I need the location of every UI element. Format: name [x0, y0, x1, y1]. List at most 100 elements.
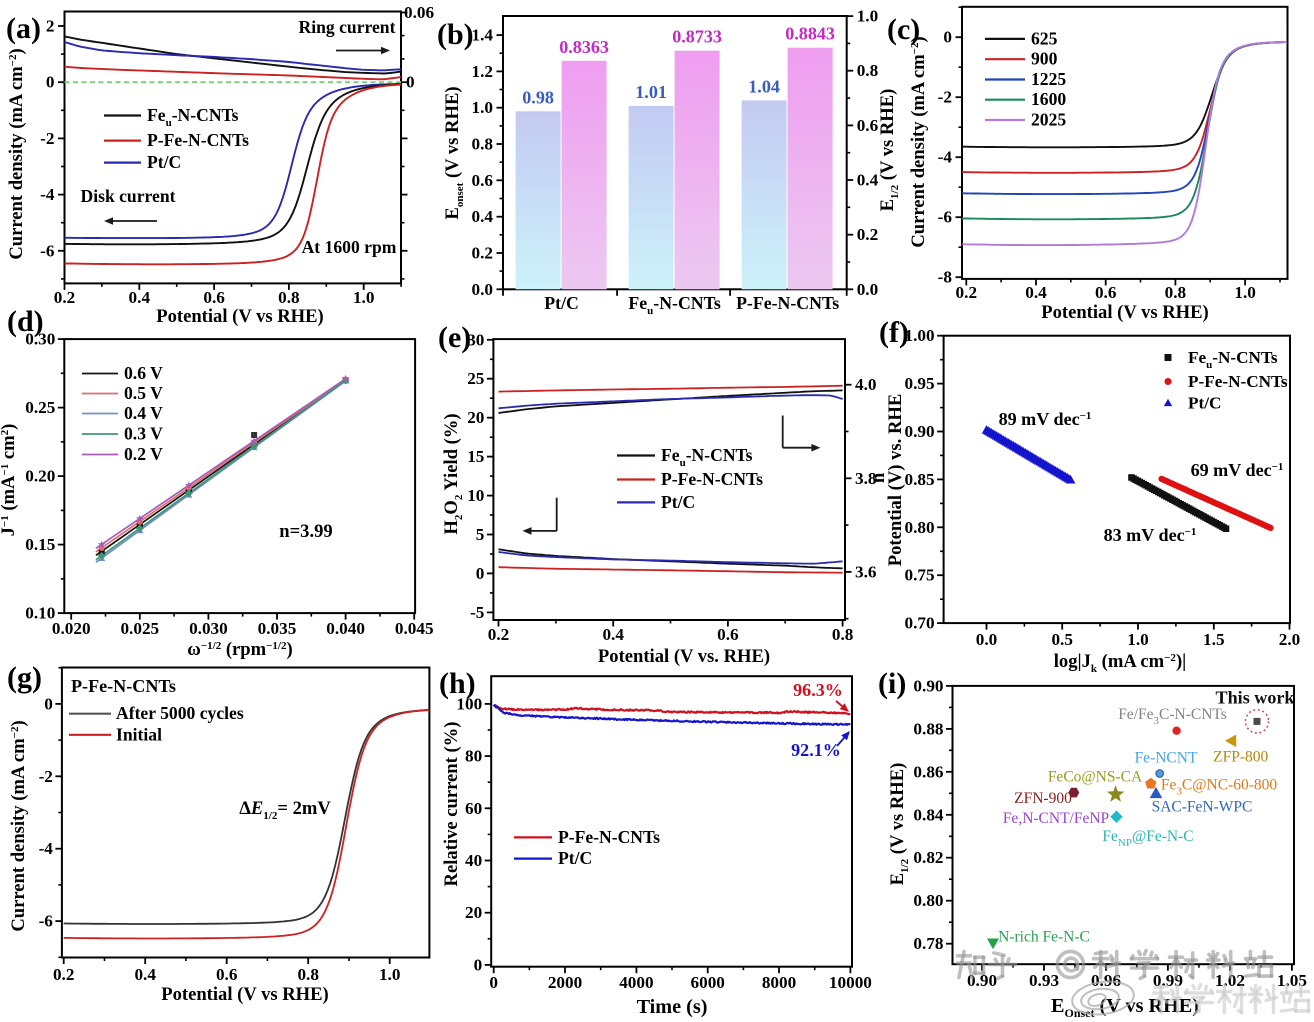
svg-text:-2: -2: [39, 767, 53, 786]
svg-text:-8: -8: [938, 268, 953, 287]
svg-text:Current density (mA cm−2​): Current density (mA cm−2​): [908, 36, 929, 247]
svg-text:10000: 10000: [829, 973, 872, 992]
svg-text:0.4: 0.4: [129, 288, 151, 307]
svg-text:30: 30: [467, 330, 484, 349]
svg-text:0.90: 0.90: [913, 676, 943, 695]
svg-text:1225: 1225: [1031, 69, 1066, 89]
svg-text:n=3.99: n=3.99: [279, 521, 332, 542]
svg-text:-6: -6: [938, 208, 953, 227]
svg-text:0.2: 0.2: [956, 283, 977, 302]
svg-text:log|Jk​ (mA cm−2​)|: log|Jk​ (mA cm−2​)|: [1054, 651, 1186, 675]
svg-text:Disk current: Disk current: [81, 186, 176, 206]
svg-text:10: 10: [467, 486, 484, 505]
svg-text:3.8: 3.8: [855, 469, 877, 488]
svg-text:N-rich Fe-N-C: N-rich Fe-N-C: [998, 929, 1090, 946]
svg-text:0.82: 0.82: [913, 848, 943, 867]
svg-text:92.1%: 92.1%: [791, 740, 841, 760]
svg-text:Initial: Initial: [116, 724, 162, 744]
svg-text:0.8733: 0.8733: [672, 27, 722, 47]
svg-text:-5: -5: [470, 603, 484, 622]
svg-text:89 mV dec−1​: 89 mV dec−1​: [999, 409, 1092, 429]
svg-text:0.75: 0.75: [905, 566, 935, 585]
svg-text:(g): (g): [7, 661, 42, 694]
svg-text:96.3%: 96.3%: [793, 680, 843, 700]
svg-text:Potential (V) vs. RHE: Potential (V) vs. RHE: [885, 394, 906, 567]
svg-text:P-Fe-N-CNTs: P-Fe-N-CNTs: [147, 130, 249, 150]
svg-text:1.4: 1.4: [472, 26, 494, 45]
svg-text:-2: -2: [40, 129, 54, 148]
svg-text:4000: 4000: [619, 973, 653, 992]
svg-text:0.2: 0.2: [53, 965, 74, 984]
svg-text:Fe/Fe3​C-N-CNTs: Fe/Fe3​C-N-CNTs: [1118, 706, 1227, 727]
svg-text:83 mV dec−1​: 83 mV dec−1​: [1104, 525, 1197, 545]
svg-text:This work: This work: [1216, 688, 1296, 708]
svg-text:0.5: 0.5: [1051, 630, 1072, 649]
svg-text:Pt/C: Pt/C: [1188, 394, 1221, 413]
svg-text:40: 40: [465, 851, 482, 870]
svg-text:ZFP-800: ZFP-800: [1213, 749, 1268, 766]
svg-text:8000: 8000: [762, 973, 796, 992]
svg-text:0.78: 0.78: [913, 934, 943, 953]
svg-text:H2​O2​ Yield (%): H2​O2​ Yield (%): [441, 413, 465, 534]
svg-text:0.6: 0.6: [717, 625, 739, 644]
svg-text:0.30: 0.30: [25, 330, 55, 349]
svg-text:0.8363: 0.8363: [559, 37, 609, 57]
svg-text:0.6: 0.6: [472, 171, 494, 190]
svg-text:P-Fe-N-CNTs: P-Fe-N-CNTs: [1188, 372, 1288, 391]
svg-text:0.040: 0.040: [326, 619, 365, 638]
svg-text:P-Fe-N-CNTs: P-Fe-N-CNTs: [736, 293, 839, 313]
svg-text:0.20: 0.20: [25, 467, 55, 486]
svg-text:1.01: 1.01: [635, 82, 667, 102]
svg-text:P-Fe-N-CNTs: P-Fe-N-CNTs: [661, 469, 763, 489]
svg-text:0.8: 0.8: [297, 965, 319, 984]
svg-text:0.90: 0.90: [967, 971, 997, 990]
svg-text:0: 0: [46, 73, 55, 92]
svg-text:(b): (b): [437, 18, 474, 51]
svg-text:0.25: 0.25: [25, 398, 55, 417]
svg-text:0.4 V: 0.4 V: [124, 403, 163, 423]
svg-text:1.00: 1.00: [905, 326, 935, 345]
svg-text:0.025: 0.025: [120, 619, 159, 638]
svg-text:0.0: 0.0: [857, 280, 878, 299]
svg-text:80: 80: [465, 747, 482, 766]
svg-text:0.8: 0.8: [857, 61, 879, 80]
svg-text:0.6: 0.6: [216, 965, 238, 984]
svg-text:FeCo@NS-CA: FeCo@NS-CA: [1048, 769, 1143, 786]
svg-text:0.88: 0.88: [913, 719, 943, 738]
svg-text:Pt/C: Pt/C: [544, 293, 579, 313]
svg-text:0.8: 0.8: [278, 288, 300, 307]
svg-text:0.2: 0.2: [54, 288, 75, 307]
svg-text:Potential (V vs RHE): Potential (V vs RHE): [161, 984, 329, 1005]
svg-text:2000: 2000: [548, 973, 582, 992]
svg-text:0.4: 0.4: [1025, 283, 1047, 302]
svg-text:-4: -4: [938, 148, 953, 167]
svg-text:0.2 V: 0.2 V: [124, 444, 163, 464]
svg-text:1.0: 1.0: [379, 965, 400, 984]
svg-text:P-Fe-N-CNTs: P-Fe-N-CNTs: [71, 676, 176, 696]
svg-text:0.10: 0.10: [25, 604, 55, 623]
svg-text:0.6: 0.6: [1095, 283, 1117, 302]
svg-text:0: 0: [943, 28, 952, 47]
svg-text:0.3 V: 0.3 V: [124, 424, 163, 444]
svg-text:900: 900: [1031, 49, 1058, 69]
svg-text:(d): (d): [7, 305, 44, 338]
svg-text:1.0: 1.0: [353, 288, 374, 307]
svg-text:1.04: 1.04: [748, 76, 780, 96]
svg-text:5: 5: [476, 525, 485, 544]
svg-text:0.95: 0.95: [905, 374, 935, 393]
svg-text:0.0: 0.0: [976, 630, 997, 649]
svg-text:1.0: 1.0: [857, 7, 878, 26]
svg-text:1.2: 1.2: [472, 62, 493, 81]
svg-text:ΔE1/2​= 2mV: ΔE1/2​= 2mV: [239, 798, 331, 822]
svg-text:(c): (c): [887, 13, 920, 46]
svg-text:0: 0: [44, 694, 53, 713]
svg-text:(f): (f): [879, 316, 909, 349]
svg-text:0.2: 0.2: [472, 244, 493, 263]
svg-text:0.8: 0.8: [472, 135, 494, 154]
svg-text:4.0: 4.0: [855, 375, 876, 394]
svg-text:(h): (h): [439, 667, 476, 700]
svg-text:After 5000 cycles: After 5000 cycles: [116, 703, 244, 723]
svg-text:SAC-FeN-WPC: SAC-FeN-WPC: [1152, 799, 1253, 816]
svg-text:20: 20: [467, 408, 484, 427]
svg-text:2.0: 2.0: [1279, 630, 1300, 649]
